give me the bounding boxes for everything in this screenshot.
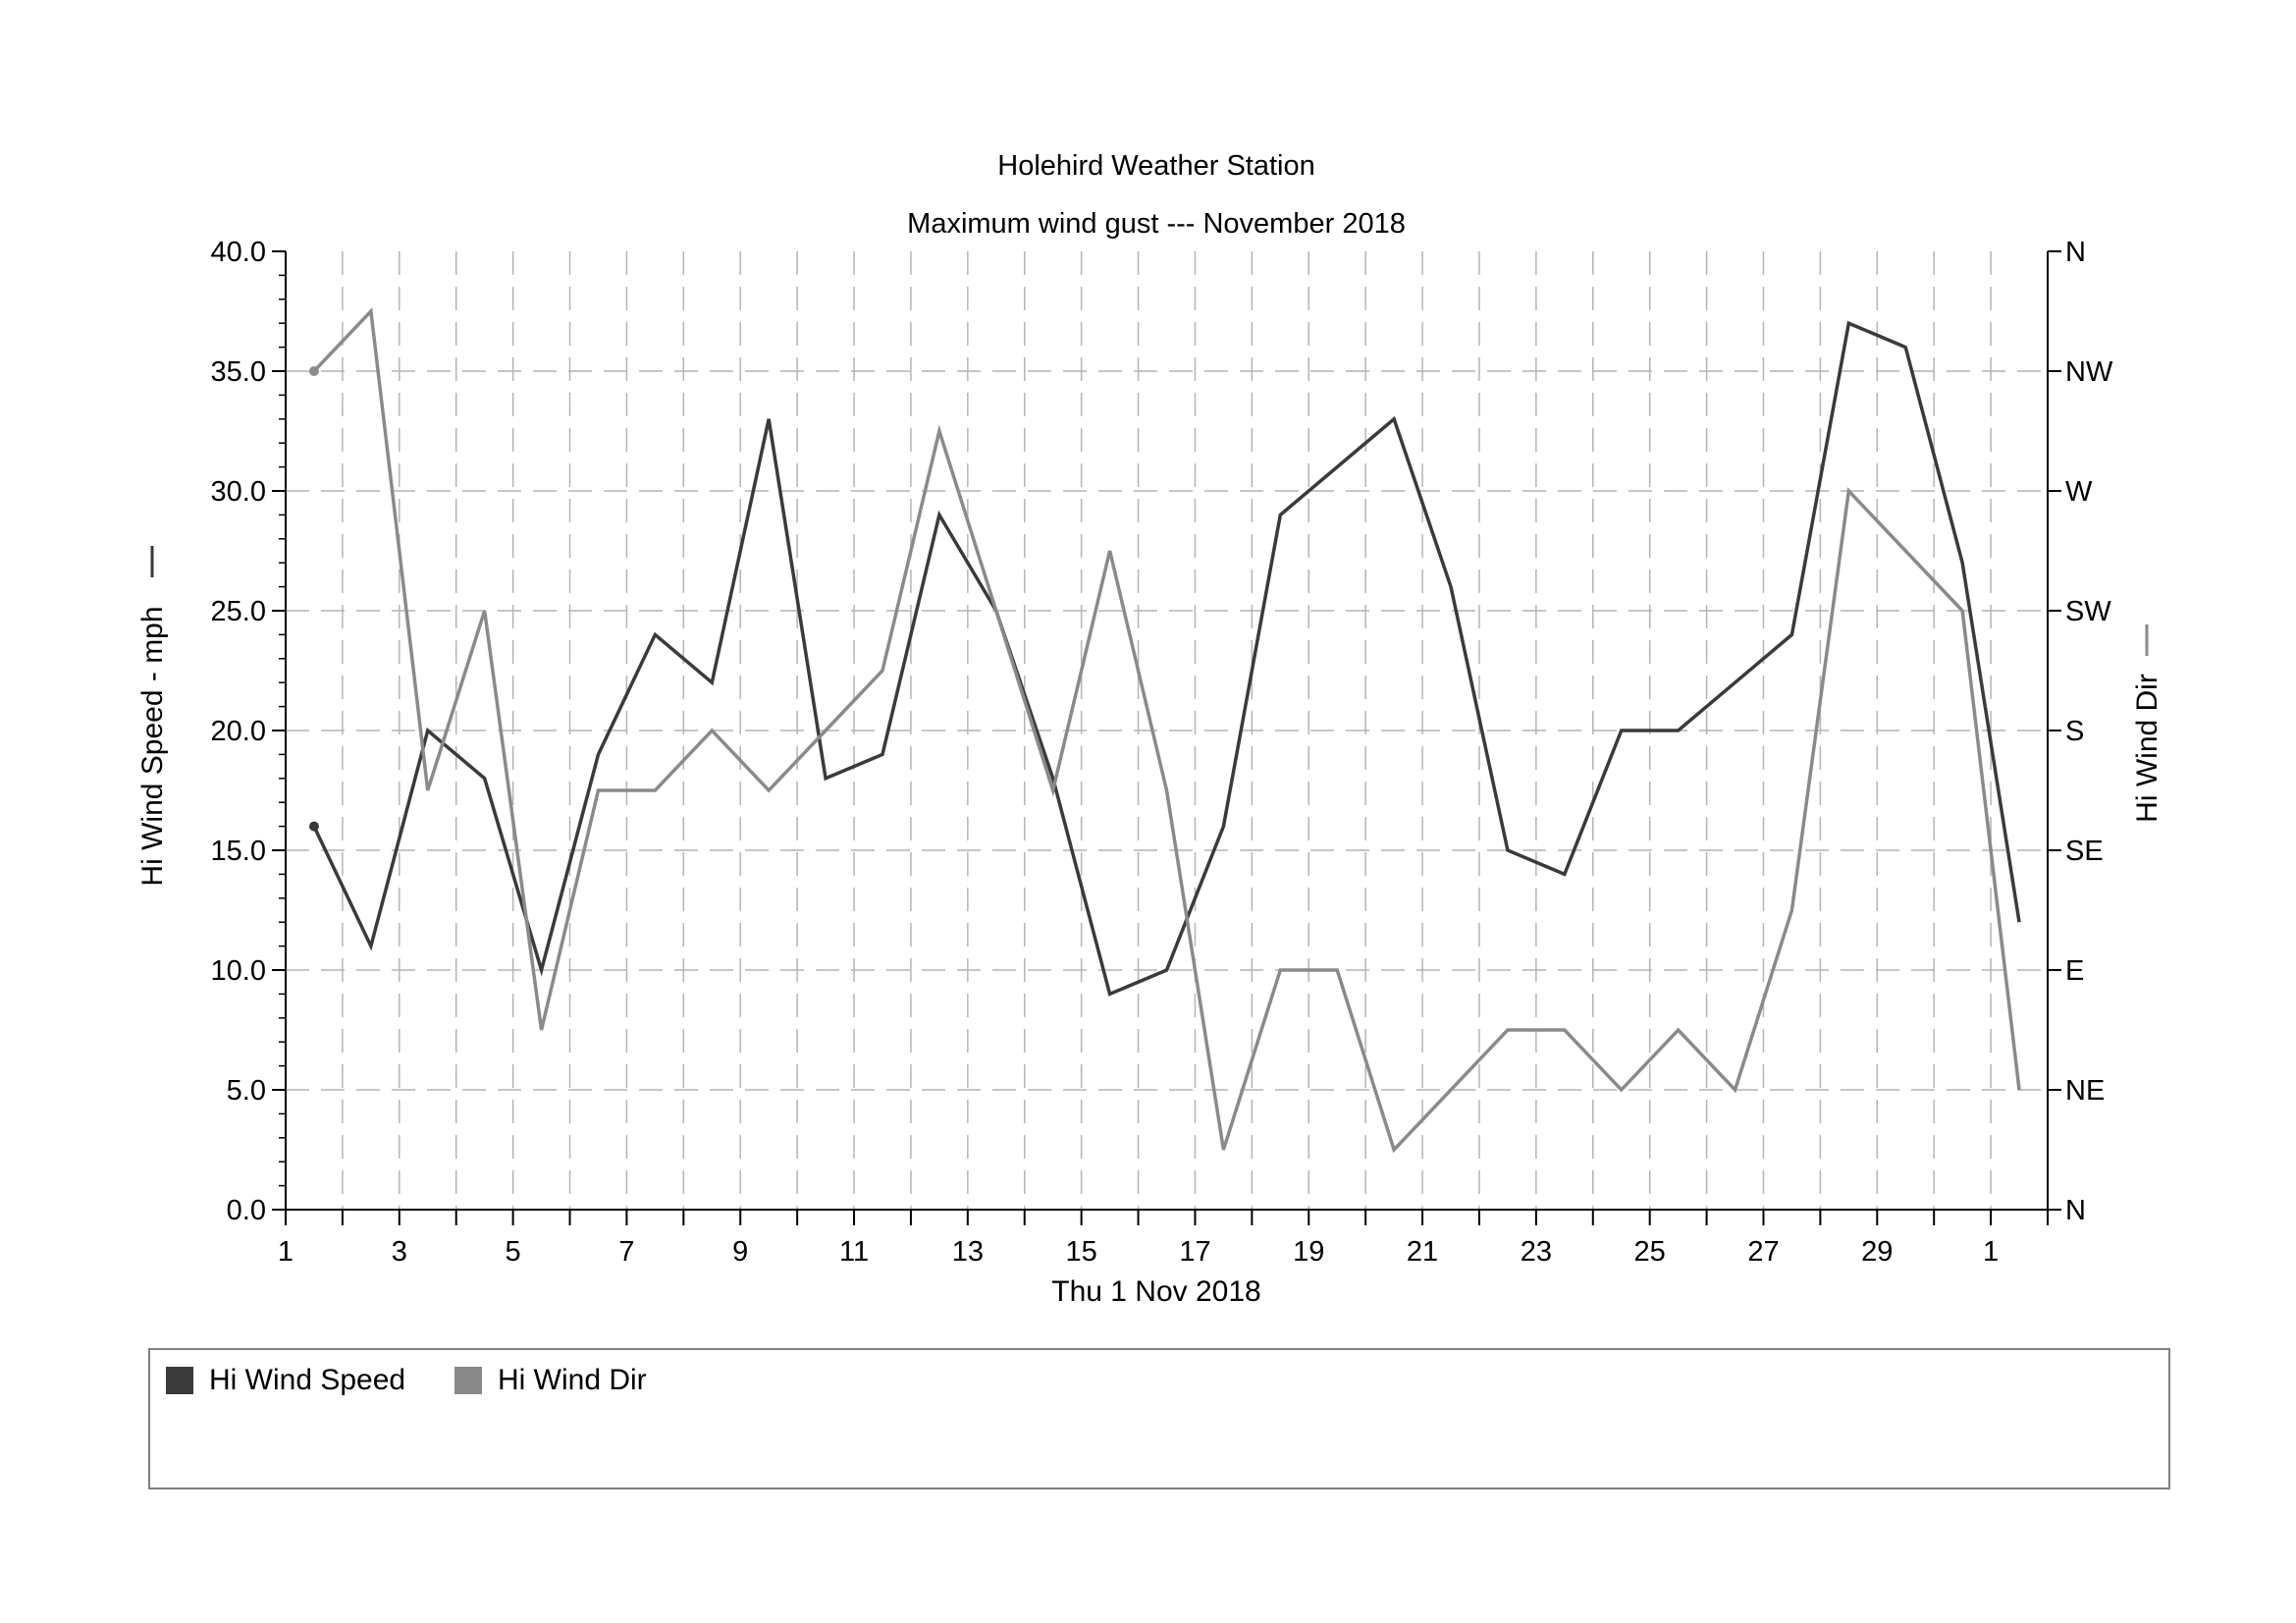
y-tick-label-right: NW xyxy=(2065,356,2113,388)
x-tick-label: 23 xyxy=(1521,1236,1552,1268)
y-tick-label-right: W xyxy=(2065,476,2093,508)
legend-item-speed: Hi Wind Speed xyxy=(166,1364,405,1397)
series-start-point-dir xyxy=(308,366,319,376)
x-tick-label: 29 xyxy=(1861,1236,1893,1268)
y-axis-right-label: Hi Wind Dir xyxy=(2131,624,2163,823)
x-tick-label: 5 xyxy=(506,1236,521,1268)
y-tick-label-left: 5.0 xyxy=(227,1075,266,1107)
x-axis-label: Thu 1 Nov 2018 xyxy=(1051,1275,1260,1308)
x-tick-label: 21 xyxy=(1407,1236,1438,1268)
series-line-speed xyxy=(312,320,2021,997)
y-tick-label-right: E xyxy=(2065,955,2084,987)
legend-swatch-dir xyxy=(454,1367,482,1394)
chart-subtitle: Maximum wind gust --- November 2018 xyxy=(907,208,1406,240)
axes: 0.0 5.0 10.0 15.0 20.0 25.0 30.0 35.0 40.0 N NE E SE… xyxy=(211,237,2113,1268)
x-tick-label: 17 xyxy=(1179,1236,1210,1268)
y-tick-label-right: SW xyxy=(2065,596,2111,627)
x-tick-label: 3 xyxy=(392,1236,407,1268)
y-tick-label-left: 20.0 xyxy=(211,716,266,747)
y-tick-label-right: N xyxy=(2065,1195,2086,1226)
x-tick-label: 7 xyxy=(618,1236,634,1268)
x-tick-label: 25 xyxy=(1634,1236,1666,1268)
chart-title: Holehird Weather Station xyxy=(997,150,1314,182)
x-tick-label: 15 xyxy=(1066,1236,1097,1268)
x-tick-label: 27 xyxy=(1747,1236,1779,1268)
x-tick-label: 11 xyxy=(839,1236,869,1268)
series-start-point-speed xyxy=(308,821,319,832)
x-tick-label: 1 xyxy=(278,1236,294,1268)
legend-label-dir: Hi Wind Dir xyxy=(498,1364,647,1396)
y-axis-left-label: Hi Wind Speed - mph xyxy=(136,546,169,887)
y-tick-label-right: N xyxy=(2065,237,2086,268)
y-tick-label-left: 15.0 xyxy=(211,836,266,867)
y-tick-label-right: NE xyxy=(2065,1075,2105,1107)
x-tick-label: 13 xyxy=(952,1236,984,1268)
y-tick-label-right: SE xyxy=(2065,836,2104,867)
legend-label-speed: Hi Wind Speed xyxy=(209,1364,406,1396)
y-tick-label-left: 40.0 xyxy=(211,237,266,268)
y-tick-label-right: S xyxy=(2065,716,2084,747)
y-tick-label-left: 30.0 xyxy=(211,476,266,508)
y-tick-label-left: 10.0 xyxy=(211,955,266,987)
y-tick-label-left: 25.0 xyxy=(211,596,266,627)
legend-swatch-speed xyxy=(166,1367,193,1394)
y-tick-label-left: 35.0 xyxy=(211,356,266,388)
y-axis-right-label-text: Hi Wind Dir xyxy=(2131,674,2163,823)
grid xyxy=(286,251,2048,1210)
y-axis-left-label-text: Hi Wind Speed - mph xyxy=(136,606,169,886)
legend-item-dir: Hi Wind Dir xyxy=(454,1364,647,1397)
y-tick-label-left: 0.0 xyxy=(227,1195,266,1226)
x-tick-label: 9 xyxy=(732,1236,748,1268)
x-tick-label: 19 xyxy=(1293,1236,1324,1268)
legend: Hi Wind Speed Hi Wind Dir xyxy=(148,1348,2170,1489)
x-tick-label: 1 xyxy=(1983,1236,1999,1268)
series-layer xyxy=(308,307,2021,1154)
series-line-dir xyxy=(312,307,2021,1154)
